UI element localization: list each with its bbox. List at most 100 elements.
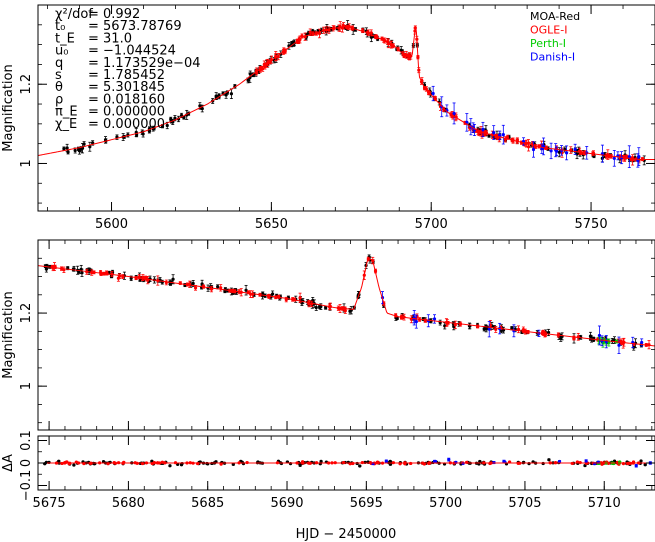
y-tick-label: 0 [19,459,34,467]
data-point [73,148,77,153]
data-point [617,343,621,347]
series-ogle-i [254,21,645,166]
data-point [643,463,647,467]
param-name: t₀ [55,19,65,34]
data-point [527,461,531,466]
data-point [510,326,514,330]
fit-parameters: χ²/dof= 0.992 t₀ = 5673.78769 t_E = 31.0 u₀ = … [55,7,201,132]
param-value: = 5.301845 [88,80,165,95]
data-point [498,133,502,137]
data-point [168,464,172,468]
data-point [79,147,83,151]
data-point [246,78,250,82]
data-point [627,155,631,159]
data-point [637,155,641,159]
top-plot-area [38,20,655,169]
data-point [169,117,173,121]
data-point [431,91,435,96]
y-tick-label: Magnification [1,64,16,152]
x-tick-label: 5750 [575,217,608,232]
data-point [432,317,437,321]
data-point [44,267,48,271]
data-point [317,31,322,36]
data-point [72,463,76,467]
data-point [229,92,234,96]
data-point [625,461,630,466]
data-point [182,115,186,120]
legend-entry: Danish-I [530,51,575,64]
x-tick-label: 5700 [415,217,448,232]
data-point [343,309,347,313]
middle-panel-frame [37,239,655,431]
data-point [433,459,438,464]
data-point [549,149,553,153]
param-value: = 0.992 [88,7,140,22]
middle-plot-area [38,254,655,354]
param-name: s [55,68,62,83]
data-point [214,94,218,98]
x-tick-label: 5710 [588,496,621,511]
data-point [447,458,451,462]
data-point [531,147,536,152]
param-name: u₀ [55,44,68,59]
data-point [424,87,428,91]
param-value: = 1.173529e−04 [88,56,201,71]
legend-entry: Perth-I [530,37,566,50]
data-point [522,460,526,464]
param-value: = 5673.78769 [88,19,182,34]
data-point [244,288,248,292]
data-point [62,147,66,151]
data-point [241,462,246,466]
param-name: π_E [55,105,78,120]
data-point [640,340,644,345]
x-tick-label: 5700 [429,496,462,511]
data-point [198,104,202,108]
data-point [193,286,198,290]
data-point [173,116,177,120]
data-point [298,296,302,300]
data-point [526,145,531,149]
param-value: = −1.044524 [88,44,176,59]
x-tick-label: 5690 [270,496,303,511]
data-point [248,72,252,76]
data-point [487,327,491,331]
data-point [231,462,235,466]
data-point [541,461,545,466]
model-curve [38,257,655,347]
y-tick-label: ΔA [1,454,16,472]
data-point [384,459,388,463]
x-tick-label: 5680 [112,496,145,511]
x-tick-label: 5695 [350,496,383,511]
data-point [314,305,318,310]
data-point [573,147,577,151]
param-value: = 0.000000 [88,117,165,132]
data-point [588,334,593,338]
x-tick-label: 5705 [508,496,541,511]
data-point [200,106,204,111]
data-point [478,459,482,464]
data-point [176,462,180,466]
x-tick-label: 5685 [191,496,224,511]
data-point [565,151,569,155]
data-point [557,459,562,464]
data-point [453,323,457,327]
data-point [547,458,551,462]
data-point [47,460,51,464]
top-panel-frame [37,4,655,212]
data-point [219,286,223,290]
param-name: χ²/dof [55,7,93,22]
data-point [501,133,505,137]
data-point [634,464,638,468]
x-tick-label: 5650 [255,217,288,232]
data-point [481,127,485,132]
data-point [165,123,169,128]
param-value: = 0.018160 [88,92,165,107]
model-curve [38,26,655,160]
data-point [452,111,456,116]
data-point [308,30,312,34]
data-point [82,461,86,466]
param-name: ρ [55,92,63,107]
data-point [612,156,616,160]
y-tick-label: 1.2 [19,303,34,324]
